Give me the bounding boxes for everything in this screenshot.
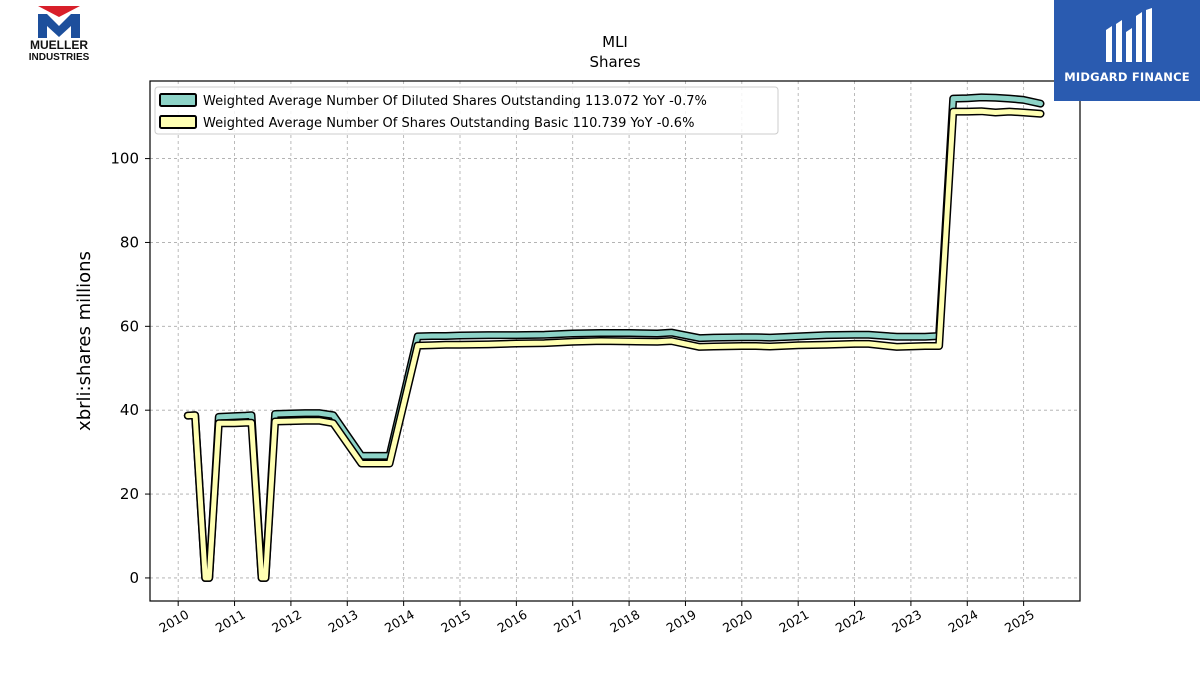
series-layer [183,93,1045,582]
mueller-logo-mark [38,6,80,38]
y-axis-label: xbrli:shares millions [74,251,95,431]
x-tick-label: 2012 [269,607,304,636]
logo-line1: MUELLER [30,38,88,52]
chart-subtitle: Shares [589,53,640,71]
y-tick-label: 80 [120,233,139,251]
y-axis: 0 20 40 60 80 100 [110,150,150,587]
x-axis: 2010 2011 2012 2013 2014 2015 2016 2017 2018 2019… [156,601,1037,636]
x-tick-label: 2020 [720,607,755,636]
legend-swatch-basic [159,115,197,129]
x-tick-label: 2014 [382,607,417,636]
chart-title: MLI [602,33,628,51]
x-tick-label: 2019 [664,607,699,636]
logo-line2: INDUSTRIES [28,52,90,63]
x-tick-label: 2013 [325,607,360,636]
x-tick-label: 2015 [438,607,473,636]
legend-label-diluted: Weighted Average Number Of Diluted Share… [203,94,707,109]
y-tick-label: 40 [120,401,139,419]
x-tick-label: 2011 [213,607,248,636]
y-tick-label: 100 [110,150,139,168]
x-tick-label: 2025 [1002,607,1037,636]
y-tick-label: 20 [120,485,139,503]
legend-box [154,86,779,135]
x-tick-label: 2018 [607,607,642,636]
mueller-industries-logo: MUELLER INDUSTRIES [14,6,104,66]
x-tick-label: 2024 [945,607,980,636]
legend-label-basic: Weighted Average Number Of Shares Outsta… [203,116,694,131]
y-tick-label: 0 [129,569,139,587]
series-line-1 [185,108,1043,581]
legend: Weighted Average Number Of Diluted Share… [154,86,779,135]
x-tick-label: 2017 [551,607,586,636]
midgard-finance-logo: MIDGARD FINANCE [1054,0,1200,101]
y-tick-label: 60 [120,317,139,335]
x-tick-label: 2022 [833,607,868,636]
x-tick-label: 2010 [156,607,191,636]
midgard-logo-text: MIDGARD FINANCE [1064,70,1190,84]
x-tick-label: 2023 [889,607,924,636]
midgard-logo-mark [1106,8,1152,62]
x-tick-label: 2016 [495,607,530,636]
legend-swatch-diluted [159,93,197,107]
x-tick-label: 2021 [776,607,811,636]
plot-frame [149,80,1081,602]
